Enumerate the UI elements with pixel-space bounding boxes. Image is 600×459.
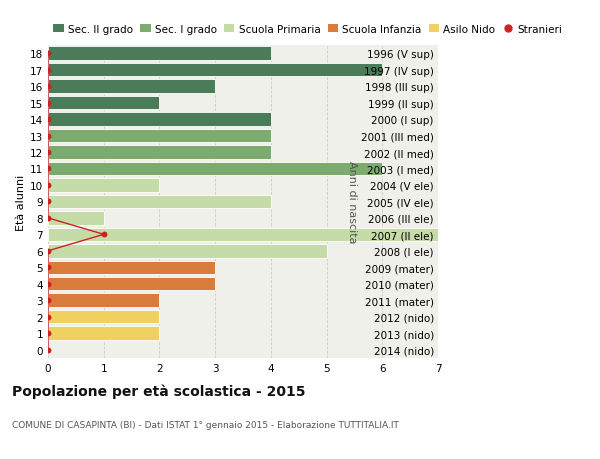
Bar xyxy=(48,212,104,225)
Text: COMUNE DI CASAPINTA (BI) - Dati ISTAT 1° gennaio 2015 - Elaborazione TUTTITALIA.: COMUNE DI CASAPINTA (BI) - Dati ISTAT 1°… xyxy=(12,420,399,429)
Bar xyxy=(48,228,438,241)
Point xyxy=(43,116,53,123)
Bar xyxy=(48,146,271,159)
Bar xyxy=(48,310,160,324)
Point xyxy=(43,215,53,222)
Bar xyxy=(48,179,160,192)
Point xyxy=(43,297,53,304)
Y-axis label: Anni di nascita: Anni di nascita xyxy=(347,161,357,243)
Text: Popolazione per età scolastica - 2015: Popolazione per età scolastica - 2015 xyxy=(12,383,305,398)
Bar xyxy=(48,162,382,176)
Point xyxy=(43,133,53,140)
Bar xyxy=(48,277,215,291)
Bar xyxy=(48,80,215,94)
Bar xyxy=(48,113,271,127)
Bar xyxy=(48,245,326,258)
Bar xyxy=(48,97,160,110)
Y-axis label: Età alunni: Età alunni xyxy=(16,174,26,230)
Point xyxy=(43,198,53,206)
Point xyxy=(43,313,53,321)
Bar xyxy=(48,261,215,274)
Bar xyxy=(48,64,382,77)
Legend: Sec. II grado, Sec. I grado, Scuola Primaria, Scuola Infanzia, Asilo Nido, Stran: Sec. II grado, Sec. I grado, Scuola Prim… xyxy=(53,24,562,34)
Point xyxy=(99,231,109,239)
Point xyxy=(43,67,53,74)
Point xyxy=(43,83,53,90)
Point xyxy=(43,149,53,157)
Point xyxy=(43,50,53,58)
Point xyxy=(43,100,53,107)
Point xyxy=(43,330,53,337)
Bar xyxy=(48,195,271,209)
Point xyxy=(43,280,53,288)
Point xyxy=(43,264,53,271)
Bar xyxy=(48,327,160,340)
Bar xyxy=(48,294,160,307)
Point xyxy=(43,165,53,173)
Point xyxy=(43,182,53,189)
Point xyxy=(43,346,53,353)
Point xyxy=(43,247,53,255)
Bar xyxy=(48,47,271,61)
Bar xyxy=(48,129,271,143)
